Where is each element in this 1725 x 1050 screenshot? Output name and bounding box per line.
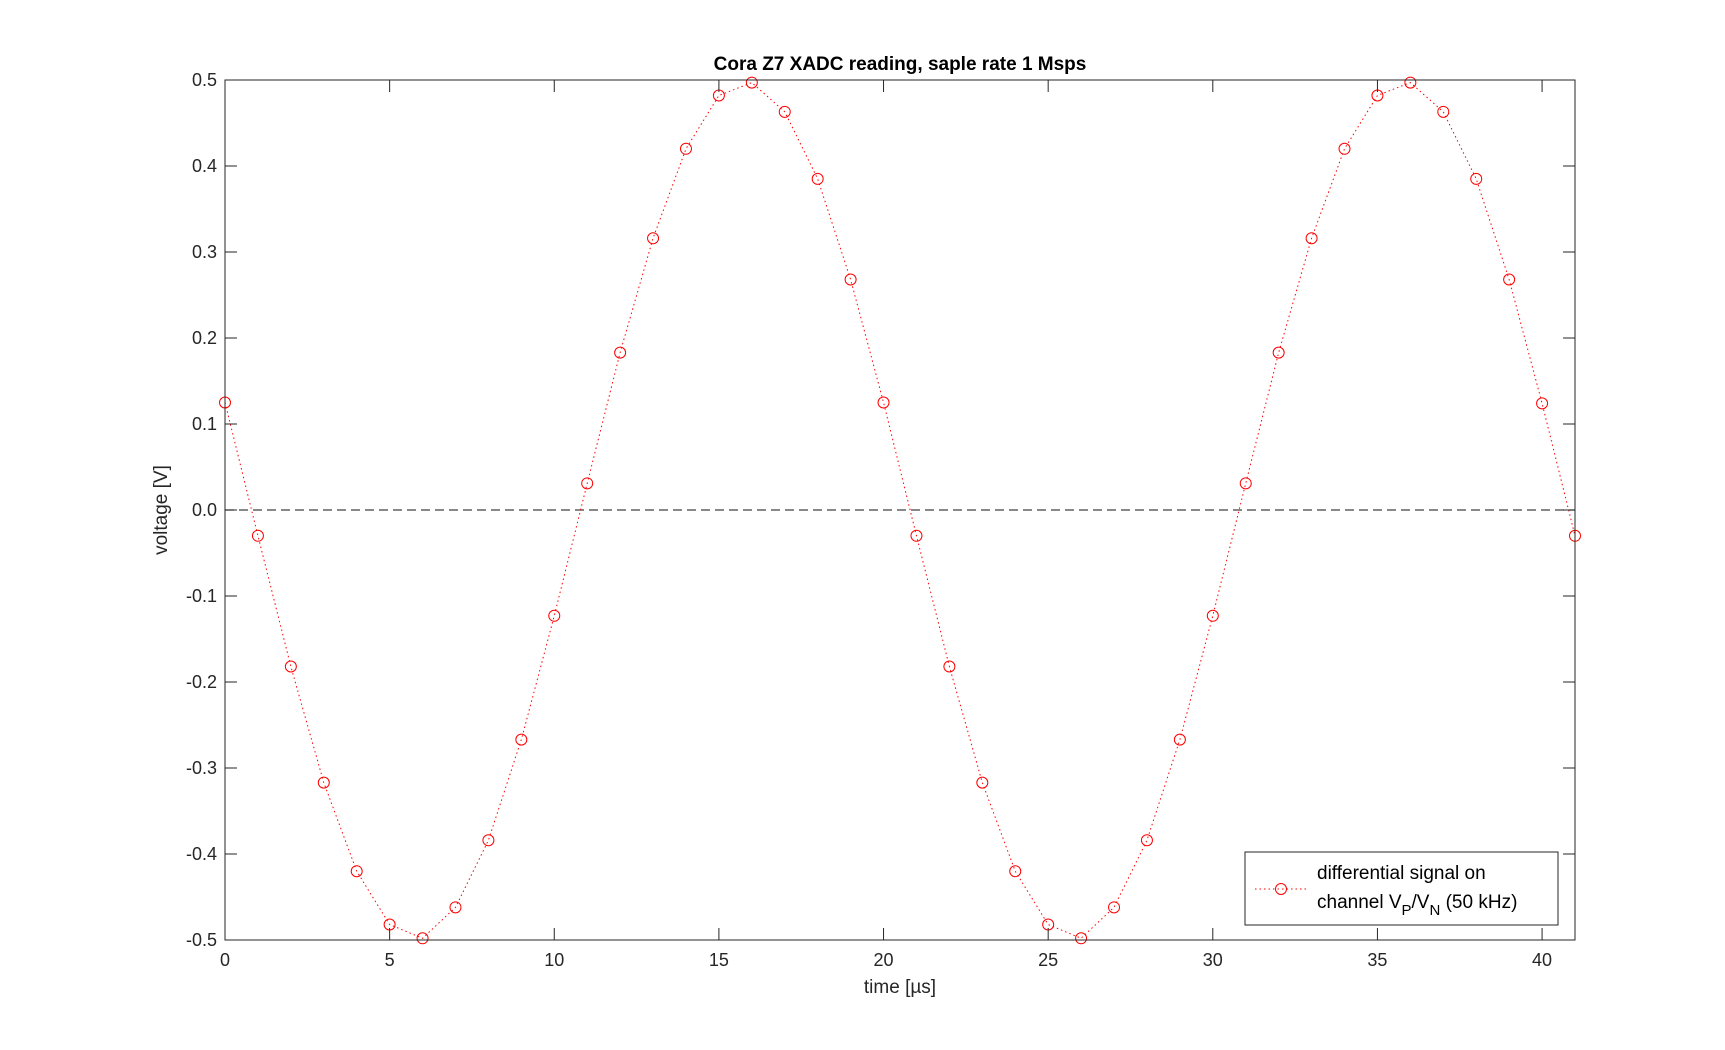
y-tick-label: -0.2 [186, 672, 217, 692]
y-axis-ticks: -0.5 -0.4 -0.3 -0.2 -0.1 0.0 0.1 0.2 0.3 0.4 0.5 [186, 70, 1575, 950]
data-point [1470, 172, 1483, 185]
data-point [1437, 105, 1450, 118]
legend-entry-line1: differential signal on [1317, 863, 1486, 884]
x-tick-label: 0 [220, 950, 230, 970]
y-tick-label: -0.1 [186, 586, 217, 606]
legend-subscript-p: P [1402, 902, 1412, 919]
data-point [614, 346, 627, 359]
y-tick-label: -0.4 [186, 844, 217, 864]
x-tick-label: 5 [385, 950, 395, 970]
y-tick-label: -0.5 [186, 930, 217, 950]
data-point [1338, 142, 1351, 155]
legend-mid: /V [1412, 892, 1430, 913]
data-point [581, 477, 594, 490]
data-point [317, 776, 330, 789]
y-tick-label: 0.0 [192, 500, 217, 520]
data-point [778, 105, 791, 118]
chart-title: Cora Z7 XADC reading, saple rate 1 Msps [714, 54, 1087, 75]
data-point [350, 865, 363, 878]
legend-box [1244, 851, 1559, 926]
data-point [745, 76, 758, 89]
data-point [515, 733, 528, 746]
y-axis-label: voltage [V] [151, 465, 172, 555]
x-axis-ticks: 0 5 10 15 20 25 30 35 40 [220, 80, 1552, 970]
data-point [1503, 273, 1516, 286]
data-point [251, 529, 264, 542]
data-point [1206, 609, 1219, 622]
series-group [219, 76, 1581, 945]
data-point [943, 660, 956, 673]
data-point [910, 529, 923, 542]
y-tick-label: 0.3 [192, 242, 217, 262]
legend: differential signal on channel VP/VN (50… [1244, 851, 1559, 926]
data-point [1272, 346, 1285, 359]
data-point [647, 232, 660, 245]
data-point [482, 834, 495, 847]
data-point [844, 273, 857, 286]
x-tick-label: 30 [1203, 950, 1223, 970]
legend-subscript-n: N [1429, 902, 1440, 919]
x-tick-label: 25 [1038, 950, 1058, 970]
data-point [1140, 834, 1153, 847]
data-point [1108, 901, 1121, 914]
data-point [449, 901, 462, 914]
x-tick-label: 15 [709, 950, 729, 970]
legend-suffix: (50 kHz) [1440, 892, 1517, 913]
legend-entry-line2: channel VP/VN (50 kHz) [1317, 892, 1517, 919]
legend-marker-sample [1275, 883, 1287, 895]
data-point [976, 776, 989, 789]
data-point [679, 142, 692, 155]
data-point [1404, 76, 1417, 89]
data-point [1075, 932, 1088, 945]
y-tick-label: -0.3 [186, 758, 217, 778]
y-tick-label: 0.5 [192, 70, 217, 90]
y-tick-label: 0.4 [192, 156, 217, 176]
x-axis-label: time [µs] [864, 977, 936, 998]
x-tick-label: 40 [1532, 950, 1552, 970]
data-point [284, 660, 297, 673]
data-point [1173, 733, 1186, 746]
data-point [548, 609, 561, 622]
y-tick-label: 0.1 [192, 414, 217, 434]
x-tick-label: 20 [874, 950, 894, 970]
data-point [811, 172, 824, 185]
x-tick-label: 35 [1367, 950, 1387, 970]
data-point [1305, 232, 1318, 245]
data-point [416, 932, 429, 945]
x-tick-label: 10 [544, 950, 564, 970]
data-point [1536, 397, 1549, 410]
y-tick-label: 0.2 [192, 328, 217, 348]
data-point [877, 396, 890, 409]
legend-prefix: channel V [1317, 892, 1402, 913]
data-point [1239, 477, 1252, 490]
data-point [1009, 865, 1022, 878]
